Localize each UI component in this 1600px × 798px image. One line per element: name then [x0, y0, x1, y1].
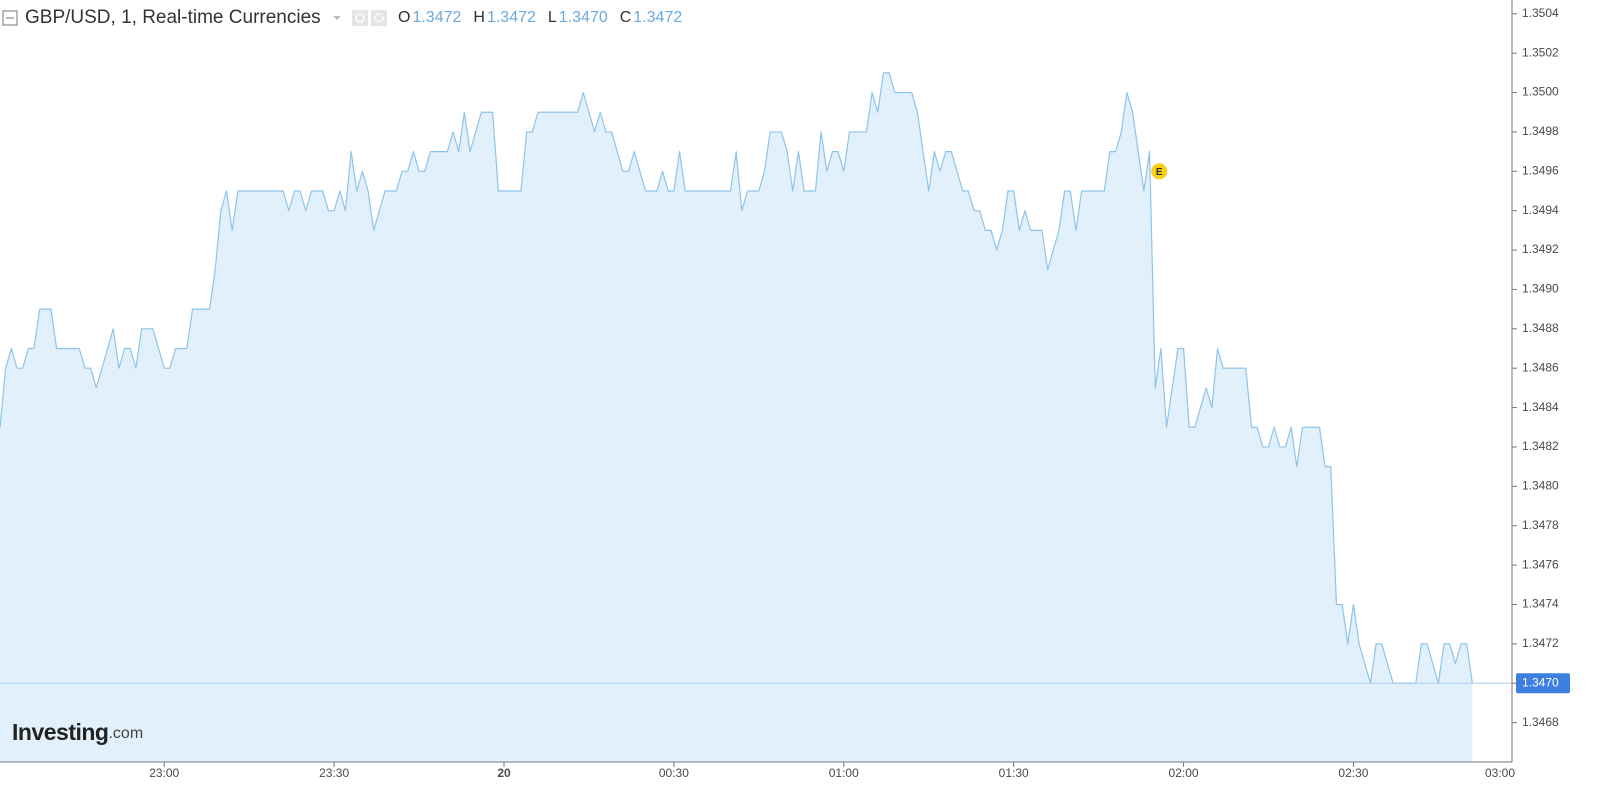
plot-area	[0, 72, 1512, 763]
last-price-label: 1.3470	[1522, 675, 1559, 689]
y-tick-label: 1.3498	[1522, 124, 1559, 138]
ohlc-value: 1.3470	[559, 9, 608, 26]
ohlc-value: 1.3472	[487, 9, 536, 26]
event-marker-label: E	[1156, 167, 1163, 178]
ohlc-label: O	[398, 9, 410, 26]
y-tick-label: 1.3480	[1522, 479, 1559, 493]
x-tick-label: 03:00	[1485, 766, 1515, 780]
y-tick-label: 1.3488	[1522, 321, 1559, 335]
dropdown-arrow[interactable]	[333, 16, 341, 20]
x-tick-label: 23:30	[319, 766, 349, 780]
ohlc-label: H	[473, 9, 485, 26]
y-tick-label: 1.3482	[1522, 439, 1559, 453]
ohlc-label: L	[548, 9, 557, 26]
y-tick-label: 1.3504	[1522, 6, 1559, 20]
y-tick-label: 1.3492	[1522, 242, 1559, 256]
y-tick-label: 1.3468	[1522, 715, 1559, 729]
y-tick-label: 1.3478	[1522, 518, 1559, 532]
eye-button[interactable]	[352, 10, 368, 26]
x-tick-label: 01:30	[999, 766, 1029, 780]
legend-header[interactable]: GBP/USD, 1, Real-time Currencies O 1.3472…	[2, 7, 682, 28]
x-tick-label: 01:00	[829, 766, 859, 780]
last-price-box	[1516, 673, 1570, 694]
chart-title: GBP/USD, 1, Real-time Currencies	[25, 7, 321, 28]
collapse-button[interactable]	[2, 10, 18, 26]
price-line	[0, 72, 1473, 684]
area-fill	[0, 72, 1473, 763]
y-tick-label: 1.3494	[1522, 203, 1559, 217]
logo: Investing.com	[12, 719, 143, 745]
y-tick-label: 1.3496	[1522, 163, 1559, 177]
ohlc-label: C	[620, 9, 632, 26]
y-tick-label: 1.3472	[1522, 636, 1559, 650]
event-marker	[1151, 163, 1168, 180]
x-tick-label: 23:00	[149, 766, 179, 780]
x-tick-label: 02:00	[1169, 766, 1199, 780]
y-tick-label: 1.3474	[1522, 597, 1559, 611]
y-tick-label: 1.3484	[1522, 400, 1559, 414]
x-tick-label: 20	[497, 766, 511, 780]
x-tick-label: 00:30	[659, 766, 689, 780]
settings-icon	[374, 13, 384, 23]
settings-button[interactable]	[371, 10, 387, 26]
ohlc-value: 1.3472	[412, 9, 461, 26]
y-tick-label: 1.3476	[1522, 557, 1559, 571]
y-tick-label: 1.3490	[1522, 282, 1559, 296]
y-tick-label: 1.3502	[1522, 45, 1559, 59]
y-tick-label: 1.3486	[1522, 360, 1559, 374]
ohlc-value: 1.3472	[633, 9, 682, 26]
eye-icon	[355, 13, 365, 23]
y-tick-label: 1.3500	[1522, 85, 1559, 99]
logo-name: Investing	[12, 719, 108, 745]
x-tick-label: 02:30	[1338, 766, 1368, 780]
logo-suffix: .com	[108, 725, 143, 742]
